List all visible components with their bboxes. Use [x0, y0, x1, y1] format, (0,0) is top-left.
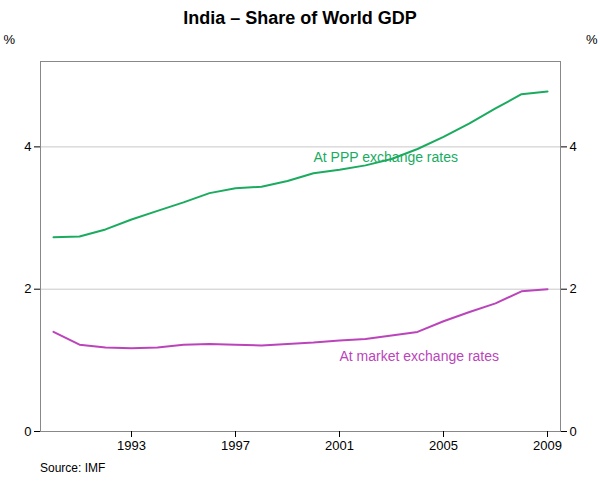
html-text:Source: IMF: Source: IMF: [40, 461, 106, 475]
svg-text:4: 4: [570, 139, 577, 154]
svg-text:4: 4: [24, 139, 31, 154]
svg-text:%: %: [4, 32, 16, 47]
svg-text:%: %: [586, 32, 598, 47]
svg-text:2001: 2001: [325, 438, 354, 453]
svg-text:0: 0: [24, 424, 31, 439]
svg-text:2: 2: [570, 281, 577, 296]
html-text:India – Share of World GDP: India – Share of World GDP: [183, 8, 417, 28]
svg-text:0: 0: [570, 424, 577, 439]
svg-text:At market exchange rates: At market exchange rates: [340, 348, 500, 364]
svg-text:2009: 2009: [533, 438, 562, 453]
svg-text:1993: 1993: [117, 438, 146, 453]
svg-text:2005: 2005: [429, 438, 458, 453]
svg-text:1997: 1997: [221, 438, 250, 453]
svg-text:At PPP exchange rates: At PPP exchange rates: [314, 149, 459, 165]
svg-text:2: 2: [24, 281, 31, 296]
